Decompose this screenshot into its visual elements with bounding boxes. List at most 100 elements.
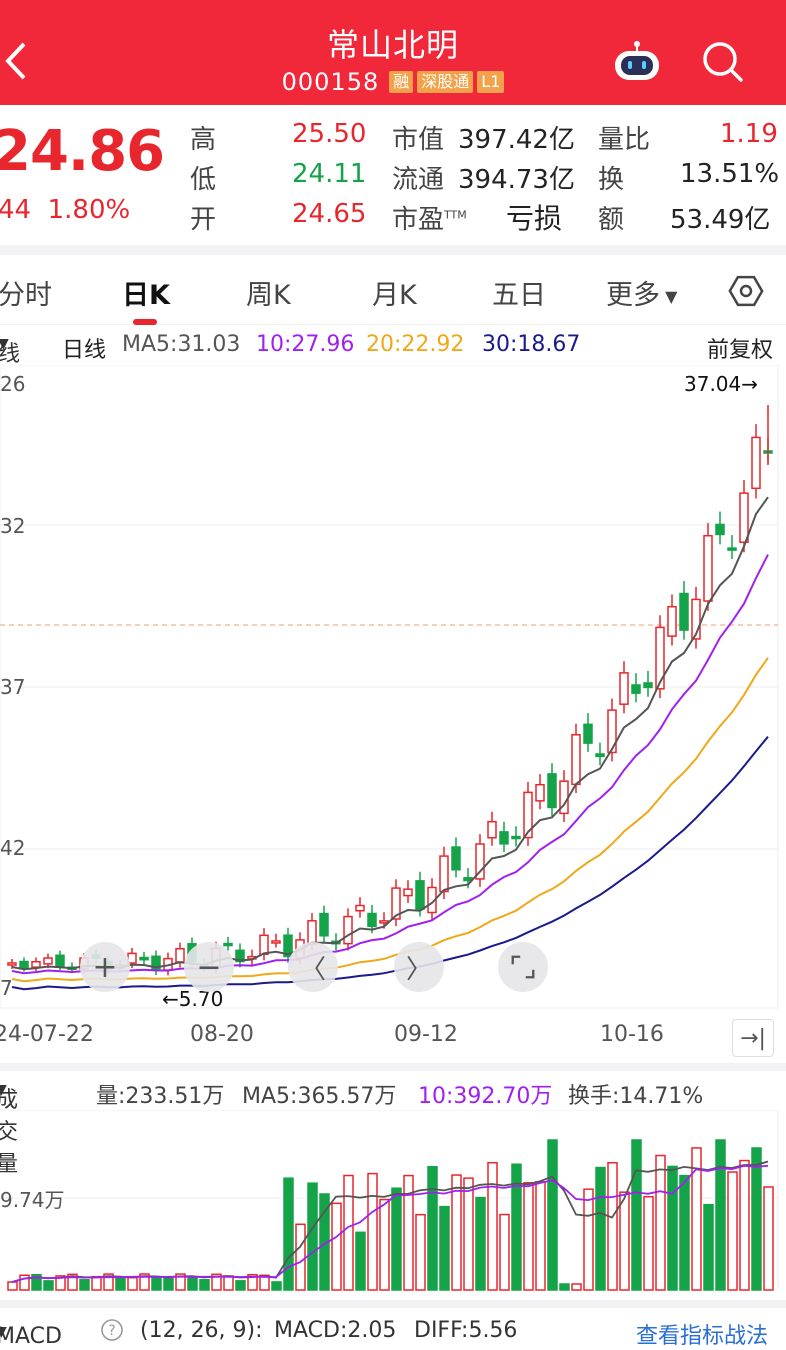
scroll-left-button[interactable]: 〈 [288,942,338,992]
volume-bar [475,1196,486,1291]
tab-more[interactable]: 更多 ▼ [606,280,678,311]
candle [43,957,53,965]
volume-bar [499,1213,510,1291]
low-value: 24.11 [292,159,367,189]
volume-bar [175,1273,186,1291]
diff-value: DIFF:5.56 [414,1318,518,1343]
volume-bar [67,1273,78,1291]
high-label: 高 [190,125,217,155]
turnover-rate: 换手:14.71% [568,1084,704,1109]
pe-value: 亏损 [506,202,563,235]
active-tab-indicator [133,319,157,325]
open-label: 开 [190,205,217,235]
kline-chart[interactable] [0,365,786,1010]
volume-bar [715,1139,726,1291]
volume-bar [163,1277,174,1291]
y-tick-label: 37 [0,675,26,699]
chevron-left-icon: 〈 [299,954,326,985]
x-date-label: 09-12 [394,1022,458,1047]
volume-bar [295,1223,306,1291]
volume-bar [427,1166,438,1291]
volume-bar [487,1161,498,1291]
volume-bar [379,1198,390,1291]
macd-params: (12, 26, 9): [140,1318,263,1343]
volume-bar [559,1283,570,1291]
ma30-line [11,736,769,991]
change-amount: 44 [0,195,32,225]
volume-ma5: MA5:365.57万 [242,1084,397,1109]
ma20-value: 20:22.92 [366,332,465,357]
market-cap-value: 397.42亿 [458,125,575,155]
divider [0,245,786,255]
help-icon[interactable]: ? [100,1318,124,1348]
volume-bar [691,1147,702,1291]
zoom-in-button[interactable]: + [80,942,130,992]
stock-code: 000158 [281,68,380,96]
volume-bar [619,1191,630,1291]
tab-five-day[interactable]: 五日 [492,280,546,311]
candle [667,605,677,637]
volume-ratio-value: 1.19 [720,119,778,149]
candle [415,880,425,910]
tab-intraday[interactable]: 分时 [0,280,52,311]
volume-bar [727,1171,738,1291]
candle [607,709,617,754]
caret-down-icon: ▼ [660,287,678,306]
volume-bar [151,1276,162,1291]
volume-bar [655,1154,666,1291]
stock-name: 常山北明 [326,26,459,64]
volume-bar [583,1188,594,1291]
plus-icon: + [92,949,118,985]
volume-bar [307,1182,318,1291]
volume-bars [7,1139,774,1291]
header-bar: 常山北明 000158 融 深股通 L1 [0,0,786,105]
jump-to-latest-button[interactable]: →| [732,1019,774,1057]
volume-bar [343,1174,354,1291]
candle [139,956,149,961]
volume-y-label: 9.74万 [0,1188,65,1212]
current-price: 24.86 [0,119,165,184]
candle [535,783,545,802]
robot-icon [615,41,659,80]
ma10-value: 10:27.96 [256,332,355,357]
candle [451,846,461,871]
caret-down-icon: ▼ [0,336,9,352]
candle [475,843,485,880]
volume-bar [19,1274,30,1291]
view-strategy-link[interactable]: 查看指标战法 [636,1324,769,1349]
volume-bar [199,1278,210,1291]
candle [655,626,665,690]
candle [643,682,653,689]
tab-monthly-k[interactable]: 月K [372,280,417,311]
volume-ma-lines [11,1160,769,1283]
volume-bar [211,1273,222,1291]
candle [175,948,185,963]
volume-bar [115,1277,126,1291]
candle [283,934,293,958]
candle [703,534,713,602]
fullscreen-button[interactable] [498,942,548,992]
zoom-out-button[interactable]: − [184,942,234,992]
candle [307,920,317,945]
search-button[interactable] [699,38,745,84]
candle [319,912,329,937]
volume-chart[interactable] [0,1110,786,1300]
volume-bar [451,1174,462,1291]
chart-settings-button[interactable] [726,271,766,311]
tag-connect: 深股通 [417,71,474,93]
macd-value: MACD:2.05 [274,1318,397,1343]
volume-bar [739,1159,750,1291]
divider [0,1063,786,1071]
candle [487,820,497,839]
volume-bar [91,1275,102,1291]
price-adjust-toggle[interactable]: 前复权 [707,338,774,363]
candle [259,934,269,956]
back-button[interactable] [2,36,42,86]
volume-bar [667,1165,678,1291]
candle [31,960,41,968]
tab-daily-k[interactable]: 日K [122,280,170,311]
candle [739,492,749,543]
tab-weekly-k[interactable]: 周K [246,280,291,311]
robot-assistant-button[interactable] [612,38,662,82]
scroll-right-button[interactable]: 〉 [394,942,444,992]
